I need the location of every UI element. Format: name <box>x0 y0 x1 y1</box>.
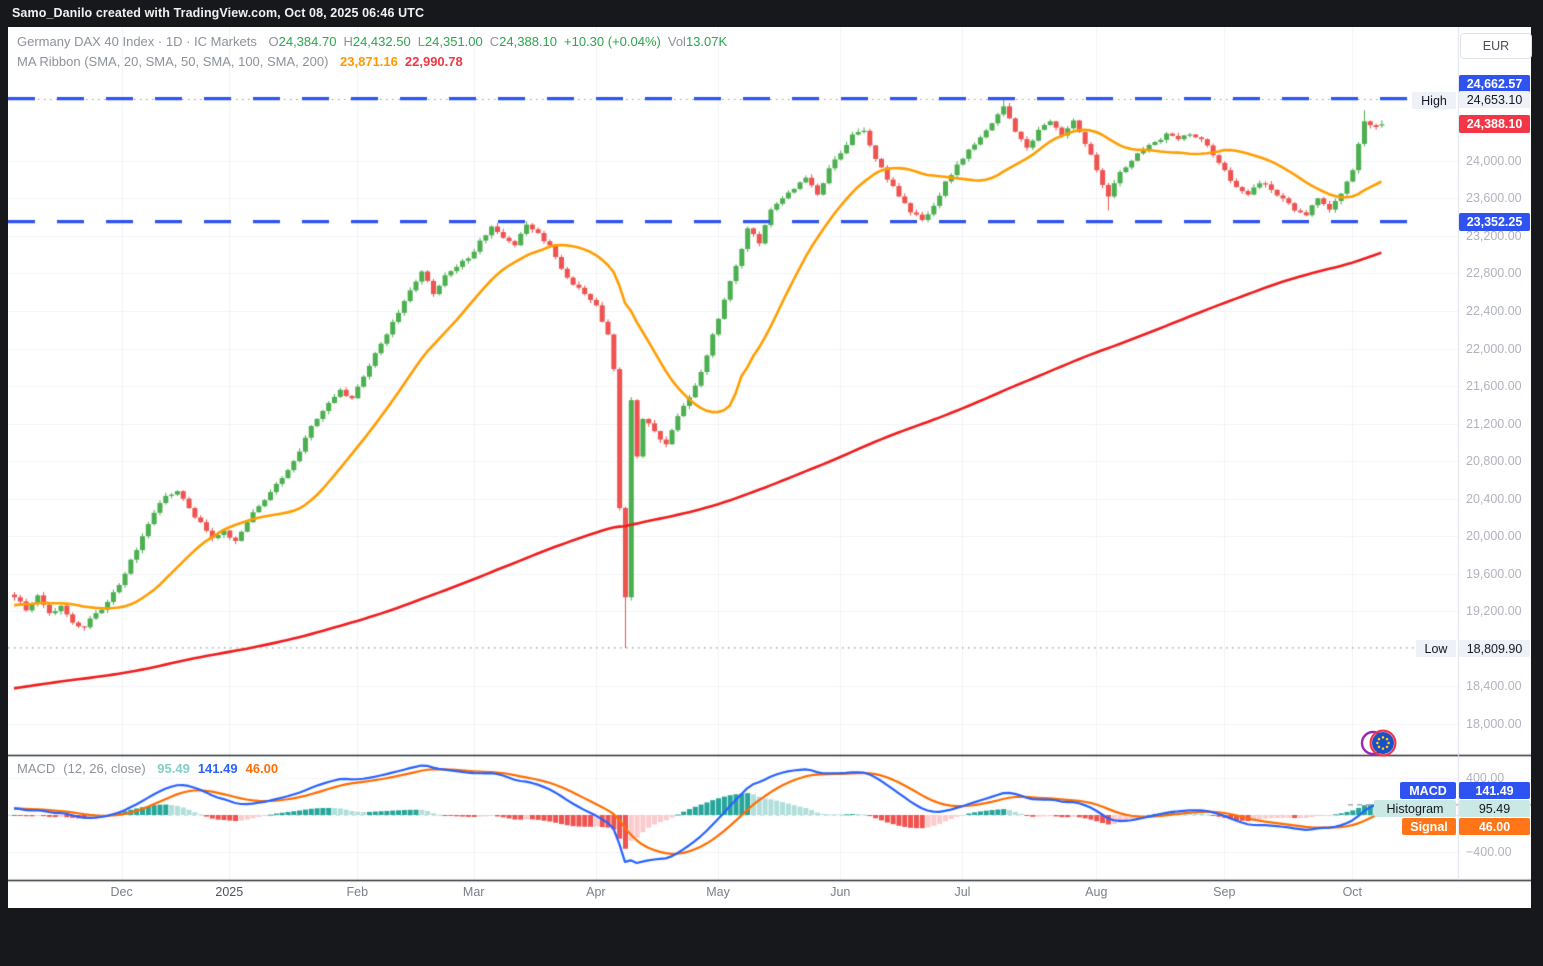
sma20-value: 23,871.16 <box>340 54 398 69</box>
low-label: L <box>417 34 425 49</box>
time-axis-label: Oct <box>1342 885 1363 899</box>
high-value: 24,432.50 <box>352 34 411 49</box>
open-value: 24,384.70 <box>278 34 337 49</box>
attribution-bar: Samo_Danilo created with TradingView.com… <box>0 0 1543 27</box>
attribution-text: Samo_Danilo created with TradingView.com… <box>12 6 425 20</box>
time-axis-label: Aug <box>1085 885 1108 899</box>
time-axis-label: May <box>706 885 730 899</box>
symbol-legend: Germany DAX 40 Index · 1D · IC Markets O… <box>17 34 734 49</box>
volume-label: Vol <box>667 34 686 49</box>
macd-signal-value: 46.00 <box>245 761 279 776</box>
macd-line-value: 141.49 <box>197 761 238 776</box>
volume-value: 13.07K <box>685 34 728 49</box>
close-label: C <box>489 34 500 49</box>
open-label: O <box>268 34 279 49</box>
macd-params: (12, 26, close) <box>63 761 146 776</box>
time-axis-label: Feb <box>346 885 369 899</box>
symbol-title[interactable]: Germany DAX 40 Index · 1D · IC Markets <box>17 34 257 49</box>
time-axis-label: Sep <box>1213 885 1236 899</box>
ma-ribbon-title[interactable]: MA Ribbon (SMA, 20, SMA, 50, SMA, 100, S… <box>17 54 329 69</box>
instrument-logo-icon <box>1356 719 1404 772</box>
time-axis-label: 2025 <box>215 885 244 899</box>
macd-legend: MACD (12, 26, close) 95.49 141.49 46.00 <box>17 761 278 776</box>
sma200-value: 22,990.78 <box>404 54 463 69</box>
macd-title[interactable]: MACD <box>17 761 56 776</box>
chart-panel: Germany DAX 40 Index · 1D · IC Markets O… <box>8 27 1532 908</box>
ma-ribbon-legend: MA Ribbon (SMA, 20, SMA, 50, SMA, 100, S… <box>17 54 463 69</box>
time-axis-label: Dec <box>110 885 133 899</box>
time-axis-label: Jul <box>954 885 971 899</box>
footer-bar: TradingView <box>0 908 1543 966</box>
low-value: 24,351.00 <box>424 34 483 49</box>
time-axis-label: Apr <box>586 885 606 899</box>
time-axis[interactable]: Dec 2025 Feb Mar Apr May Jun Jul Aug Sep Oct <box>8 880 1458 908</box>
time-axis-label: Mar <box>462 885 485 899</box>
macd-hist-value: 95.49 <box>157 761 190 776</box>
chart-canvas[interactable] <box>8 27 1531 908</box>
change-value: +10.30 (+0.04%) <box>564 34 661 49</box>
close-value: 24,388.10 <box>499 34 557 49</box>
high-label: H <box>343 34 353 49</box>
time-axis-label: Jun <box>830 885 851 899</box>
currency-button[interactable]: EUR <box>1460 33 1532 59</box>
